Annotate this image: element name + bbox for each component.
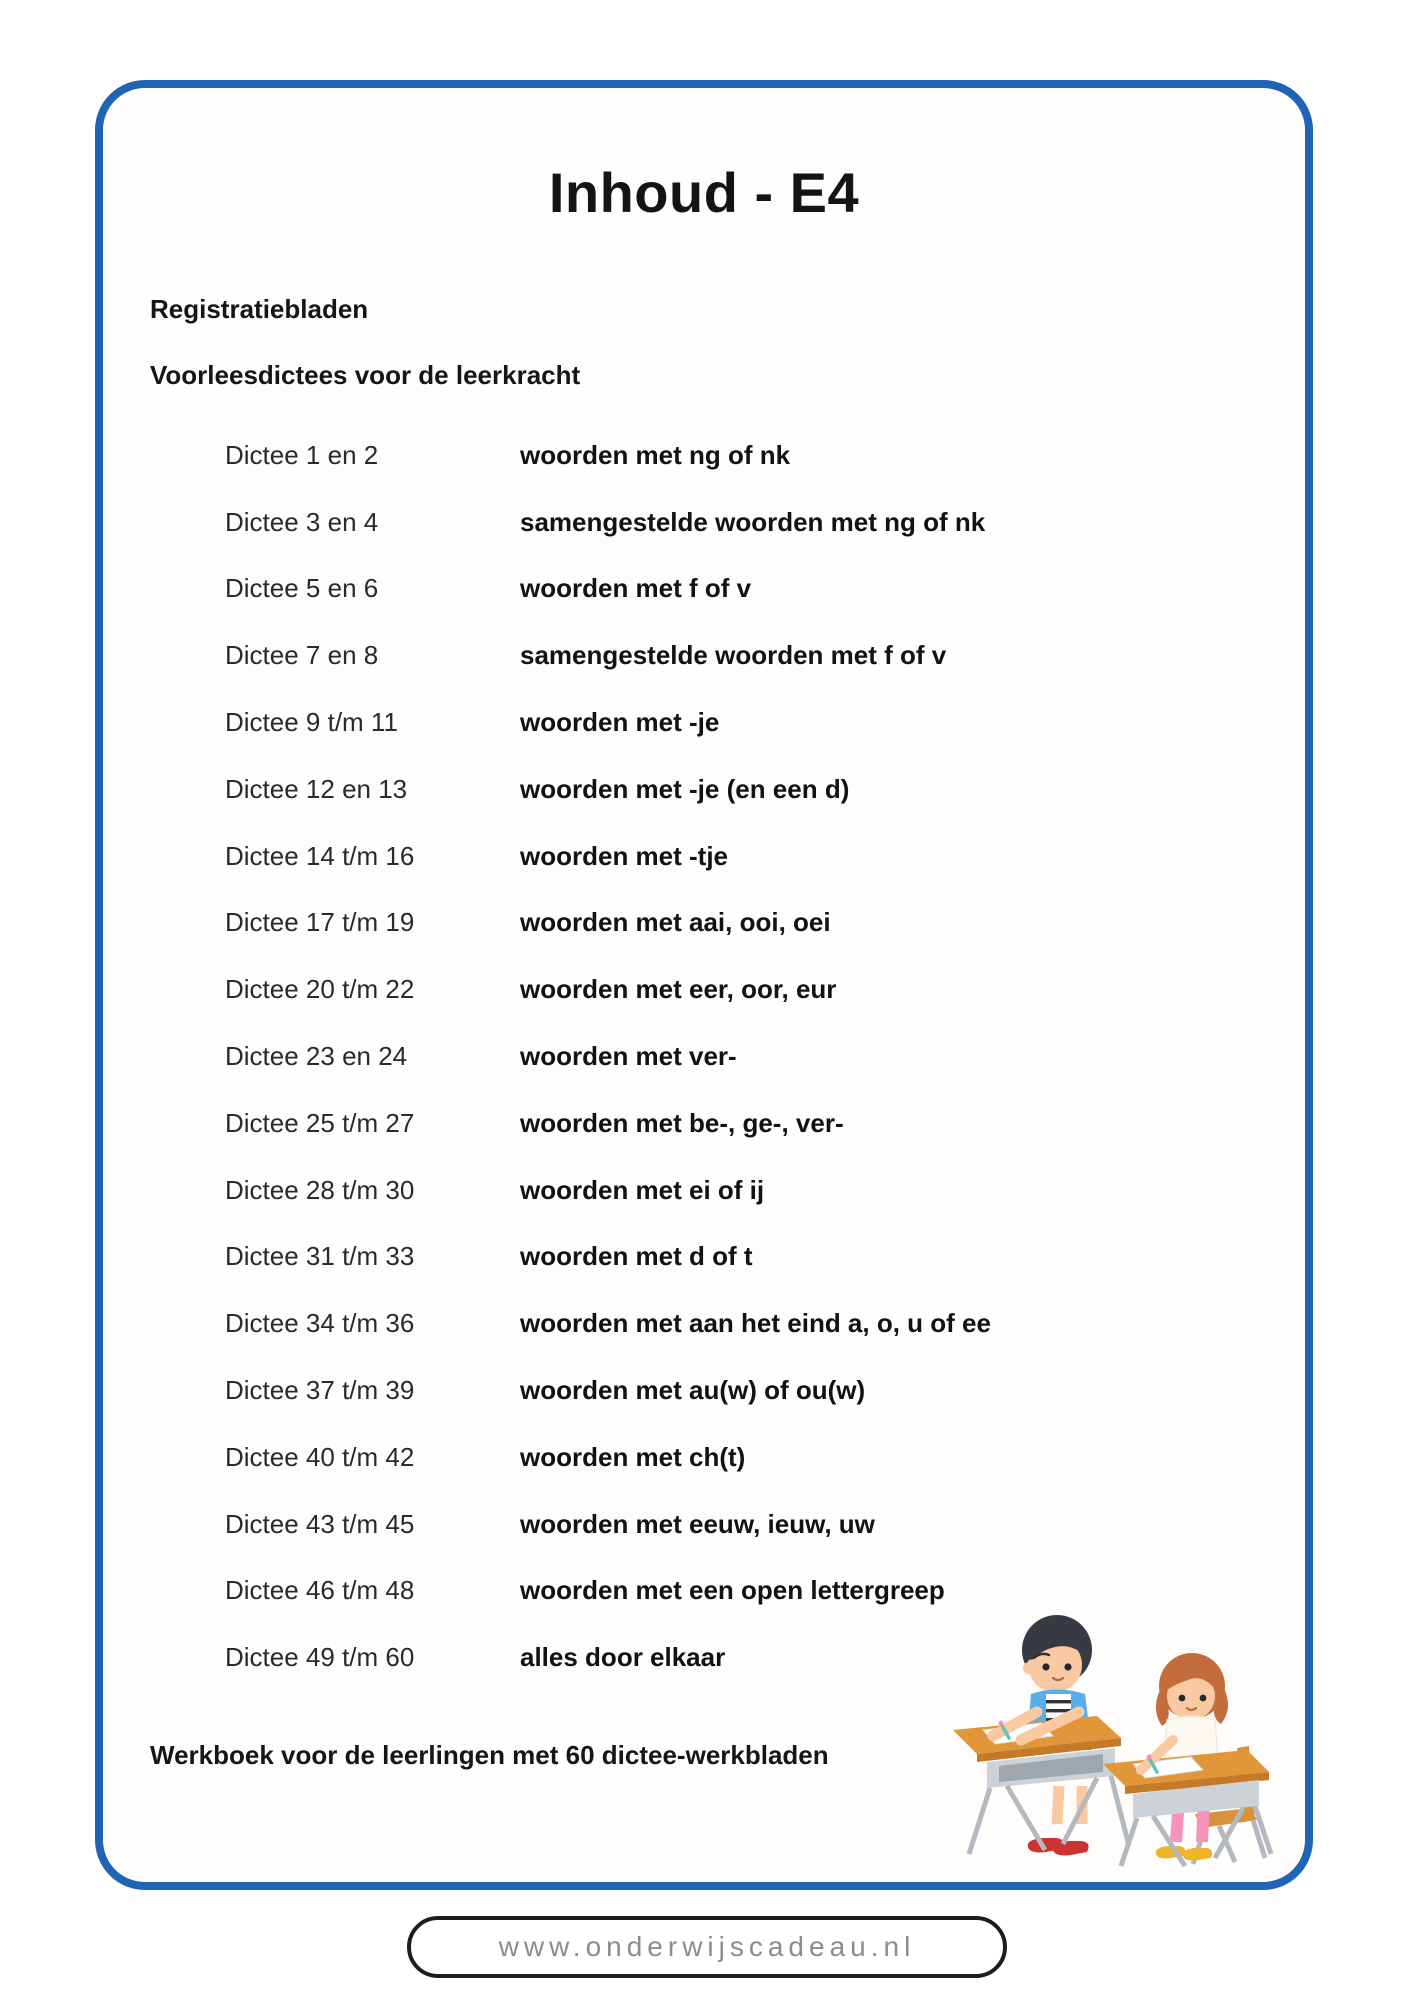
- table-row: Dictee 31 t/m 33 woorden met d of t: [103, 1224, 1305, 1291]
- dictee-range: Dictee 40 t/m 42: [225, 1441, 415, 1472]
- dictee-topic: woorden met be-, ge-, ver-: [520, 1107, 844, 1138]
- content-card: Inhoud - E4 Registratiebladen Voorleesdi…: [95, 80, 1313, 1890]
- dictee-range: Dictee 43 t/m 45: [225, 1508, 415, 1539]
- dictee-topic: woorden met aai, ooi, oei: [520, 907, 831, 938]
- dictee-range: Dictee 28 t/m 30: [225, 1174, 415, 1205]
- table-row: Dictee 23 en 24 woorden met ver-: [103, 1023, 1305, 1090]
- werkboek-summary-line: Werkboek voor de leerlingen met 60 dicte…: [150, 1740, 829, 1770]
- table-row: Dictee 7 en 8 samengestelde woorden met f…: [103, 622, 1305, 689]
- heading-registratiebladen: Registratiebladen: [150, 294, 369, 324]
- dictee-range: Dictee 14 t/m 16: [225, 840, 415, 871]
- table-row: Dictee 43 t/m 45 woorden met eeuw, ieuw, …: [103, 1491, 1305, 1558]
- dictee-topic: woorden met d of t: [520, 1241, 753, 1272]
- dictee-range: Dictee 12 en 13: [225, 773, 408, 804]
- dictee-range: Dictee 20 t/m 22: [225, 974, 415, 1005]
- table-row: Dictee 40 t/m 42 woorden met ch(t): [103, 1424, 1305, 1491]
- dictee-range: Dictee 31 t/m 33: [225, 1241, 415, 1272]
- table-row: Dictee 46 t/m 48 woorden met een open let…: [103, 1558, 1305, 1625]
- table-row: Dictee 12 en 13 woorden met -je (en een d…: [103, 756, 1305, 823]
- table-row: Dictee 9 t/m 11 woorden met -je: [103, 689, 1305, 756]
- heading-voorleesdictees: Voorleesdictees voor de leerkracht: [150, 360, 581, 390]
- girl-desk: [1103, 1735, 1274, 1868]
- children-writing-at-desks-illustration: [953, 1615, 1274, 1868]
- dictee-range: Dictee 5 en 6: [225, 573, 379, 604]
- table-row: Dictee 3 en 4 samengestelde woorden met n…: [103, 489, 1305, 556]
- table-row: Dictee 5 en 6 woorden met f of v: [103, 556, 1305, 623]
- dictee-topic: woorden met -je (en een d): [520, 773, 850, 804]
- dictee-range: Dictee 34 t/m 36: [225, 1308, 415, 1339]
- dictee-range: Dictee 37 t/m 39: [225, 1375, 415, 1406]
- dictee-topic: woorden met au(w) of ou(w): [520, 1375, 866, 1406]
- dictee-topic: woorden met aan het eind a, o, u of ee: [520, 1308, 991, 1339]
- dictee-topic: woorden met -je: [520, 707, 720, 738]
- dictee-range: Dictee 3 en 4: [225, 506, 379, 537]
- table-row: Dictee 17 t/m 19 woorden met aai, ooi, oe…: [103, 890, 1305, 957]
- dictee-range: Dictee 46 t/m 48: [225, 1575, 415, 1606]
- table-row: Dictee 14 t/m 16 woorden met -tje: [103, 823, 1305, 890]
- table-row: Dictee 25 t/m 27 woorden met be-, ge-, ve…: [103, 1090, 1305, 1157]
- table-row: Dictee 37 t/m 39 woorden met au(w) of ou(…: [103, 1357, 1305, 1424]
- dictee-range: Dictee 7 en 8: [225, 640, 379, 671]
- dictee-topic: woorden met eer, oor, eur: [520, 974, 837, 1005]
- boy-desk: [953, 1706, 1132, 1855]
- dictee-range: Dictee 25 t/m 27: [225, 1107, 415, 1138]
- website-pill[interactable]: www.onderwijscadeau.nl: [407, 1916, 1007, 1978]
- dictee-topic: samengestelde woorden met ng of nk: [520, 506, 986, 537]
- dictee-range: Dictee 17 t/m 19: [225, 907, 415, 938]
- dictee-topic: samengestelde woorden met f of v: [520, 640, 947, 671]
- dictee-topic: woorden met ch(t): [520, 1441, 746, 1472]
- dictee-topic: woorden met ng of nk: [520, 439, 791, 470]
- page-title: Inhoud - E4: [548, 161, 860, 224]
- dictee-range: Dictee 23 en 24: [225, 1041, 408, 1072]
- dictee-range: Dictee 1 en 2: [225, 439, 379, 470]
- dictee-list: Dictee 1 en 2 woorden met ng of nk Dictee…: [103, 422, 1305, 1691]
- table-row: Dictee 20 t/m 22 woorden met eer, oor, eu…: [103, 956, 1305, 1023]
- dictee-range: Dictee 49 t/m 60: [225, 1642, 415, 1673]
- website-url: www.onderwijscadeau.nl: [498, 1931, 916, 1962]
- dictee-topic: woorden met ei of ij: [520, 1174, 765, 1205]
- table-row: Dictee 34 t/m 36 woorden met aan het eind…: [103, 1290, 1305, 1357]
- dictee-topic: woorden met een open lettergreep: [520, 1575, 945, 1606]
- dictee-range: Dictee 9 t/m 11: [225, 707, 398, 738]
- dictee-topic: woorden met f of v: [520, 573, 752, 604]
- table-row: Dictee 49 t/m 60 alles door elkaar: [103, 1624, 1305, 1691]
- dictee-topic: woorden met -tje: [520, 840, 729, 871]
- table-row: Dictee 28 t/m 30 woorden met ei of ij: [103, 1157, 1305, 1224]
- table-row: Dictee 1 en 2 woorden met ng of nk: [103, 422, 1305, 489]
- dictee-topic: alles door elkaar: [520, 1642, 726, 1673]
- dictee-topic: woorden met eeuw, ieuw, uw: [520, 1508, 875, 1539]
- dictee-topic: woorden met ver-: [520, 1041, 737, 1072]
